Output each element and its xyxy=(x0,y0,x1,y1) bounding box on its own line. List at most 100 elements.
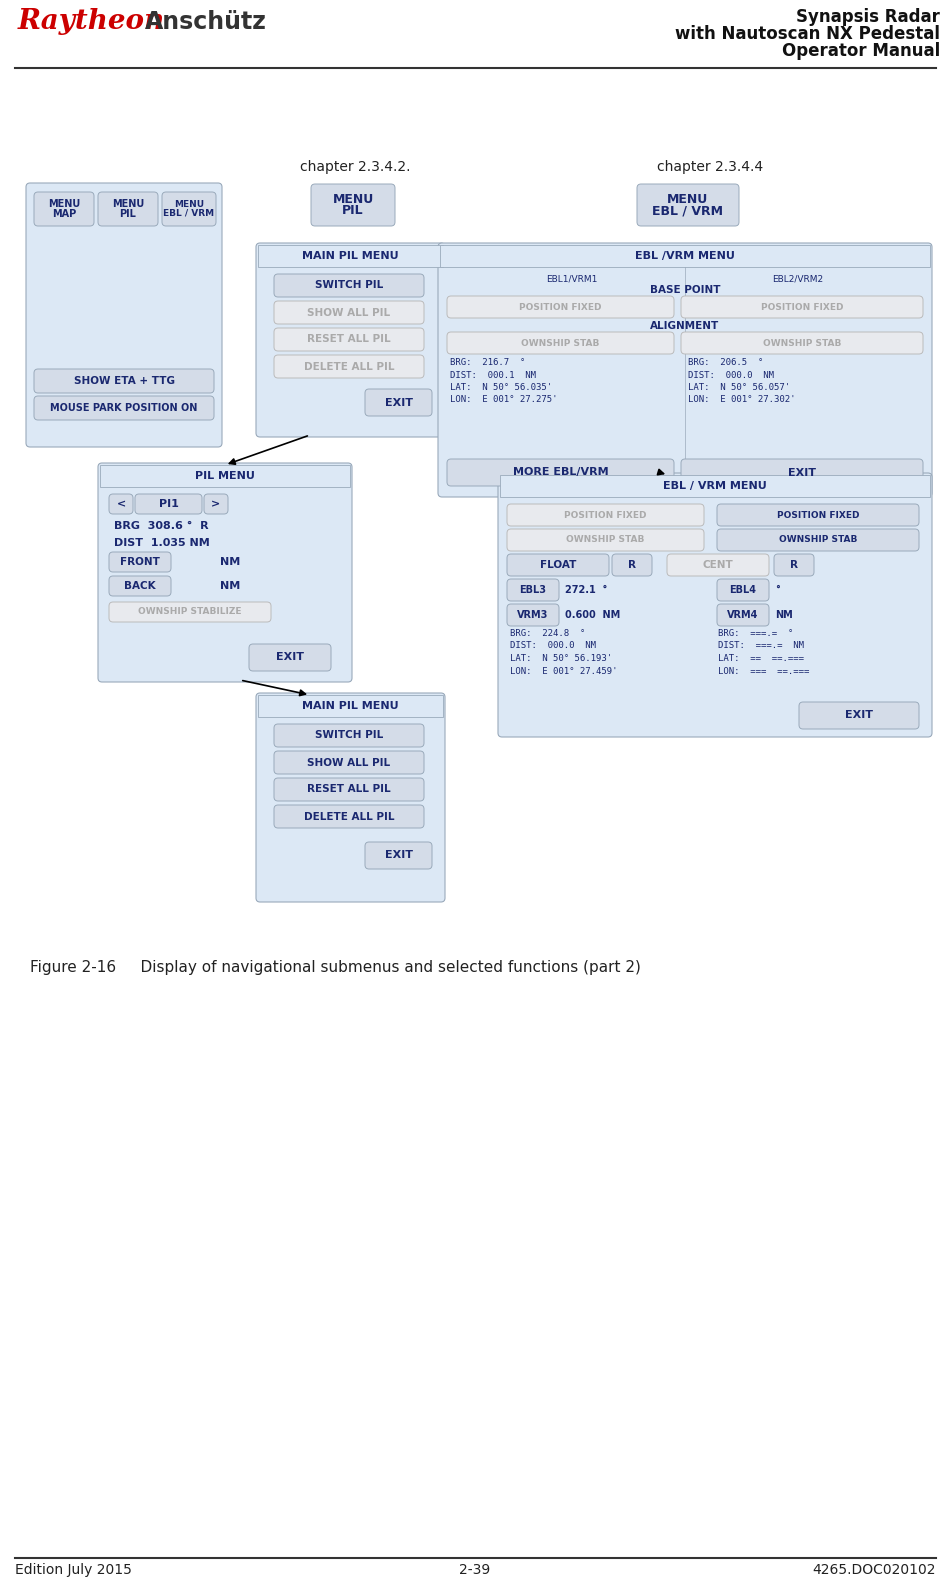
Text: OWNSHIP STAB: OWNSHIP STAB xyxy=(763,339,842,347)
Text: CENT: CENT xyxy=(703,560,733,570)
Text: R: R xyxy=(628,560,636,570)
FancyBboxPatch shape xyxy=(162,193,216,226)
Text: EBL / VRM: EBL / VRM xyxy=(164,208,215,218)
Text: PIL: PIL xyxy=(342,204,364,218)
Text: PI1: PI1 xyxy=(159,500,179,509)
FancyBboxPatch shape xyxy=(258,245,443,267)
FancyBboxPatch shape xyxy=(256,694,445,902)
Text: NM: NM xyxy=(775,609,793,620)
FancyBboxPatch shape xyxy=(681,296,923,318)
Text: BRG:  206.5  °
DIST:  000.0  NM
LAT:  N 50° 56.057'
LON:  E 001° 27.302': BRG: 206.5 ° DIST: 000.0 NM LAT: N 50° 5… xyxy=(688,358,795,404)
Text: <: < xyxy=(116,500,126,509)
FancyBboxPatch shape xyxy=(256,243,445,438)
Text: with Nautoscan NX Pedestal: with Nautoscan NX Pedestal xyxy=(675,25,940,43)
FancyBboxPatch shape xyxy=(717,504,919,527)
FancyBboxPatch shape xyxy=(249,644,331,671)
FancyBboxPatch shape xyxy=(204,493,228,514)
Text: OWNSHIP STAB: OWNSHIP STAB xyxy=(521,339,600,347)
Text: RESET ALL PIL: RESET ALL PIL xyxy=(307,334,391,345)
Text: MAIN PIL MENU: MAIN PIL MENU xyxy=(302,251,398,261)
FancyBboxPatch shape xyxy=(774,554,814,576)
FancyBboxPatch shape xyxy=(274,778,424,800)
Text: BRG:  224.8  °
DIST:  000.0  NM
LAT:  N 50° 56.193'
LON:  E 001° 27.459': BRG: 224.8 ° DIST: 000.0 NM LAT: N 50° 5… xyxy=(510,628,617,676)
FancyBboxPatch shape xyxy=(681,458,923,485)
Text: OWNSHIP STAB: OWNSHIP STAB xyxy=(779,536,857,544)
FancyBboxPatch shape xyxy=(438,243,932,496)
Text: MOUSE PARK POSITION ON: MOUSE PARK POSITION ON xyxy=(50,403,198,414)
Text: °: ° xyxy=(775,585,780,595)
Text: MENU: MENU xyxy=(668,193,708,205)
FancyBboxPatch shape xyxy=(667,554,769,576)
Text: Figure 2-16     Display of navigational submenus and selected functions (part 2): Figure 2-16 Display of navigational subm… xyxy=(30,959,641,975)
Text: POSITION FIXED: POSITION FIXED xyxy=(777,511,860,520)
Text: MAP: MAP xyxy=(52,208,76,218)
Text: 0.600  NM: 0.600 NM xyxy=(565,609,620,620)
Text: 2-39: 2-39 xyxy=(459,1562,491,1577)
Text: EXIT: EXIT xyxy=(845,711,873,721)
Text: EBL3: EBL3 xyxy=(519,585,547,595)
Text: EBL / VRM MENU: EBL / VRM MENU xyxy=(663,480,767,492)
FancyBboxPatch shape xyxy=(681,333,923,355)
FancyBboxPatch shape xyxy=(274,724,424,748)
Text: VRM3: VRM3 xyxy=(517,609,549,620)
FancyBboxPatch shape xyxy=(507,605,559,625)
FancyBboxPatch shape xyxy=(34,396,214,420)
FancyBboxPatch shape xyxy=(274,805,424,827)
Text: chapter 2.3.4.4: chapter 2.3.4.4 xyxy=(657,161,763,173)
FancyBboxPatch shape xyxy=(447,333,674,355)
Text: Operator Manual: Operator Manual xyxy=(782,41,940,60)
FancyBboxPatch shape xyxy=(274,328,424,352)
Text: EXIT: EXIT xyxy=(788,468,816,477)
Text: PIL: PIL xyxy=(120,208,136,218)
Text: FRONT: FRONT xyxy=(120,557,160,566)
FancyBboxPatch shape xyxy=(109,576,171,597)
FancyBboxPatch shape xyxy=(311,185,395,226)
FancyBboxPatch shape xyxy=(612,554,652,576)
Text: Synapsis Radar: Synapsis Radar xyxy=(796,8,940,25)
FancyBboxPatch shape xyxy=(507,579,559,601)
Text: VRM4: VRM4 xyxy=(728,609,759,620)
Text: MORE EBL/VRM: MORE EBL/VRM xyxy=(513,468,609,477)
Text: NM: NM xyxy=(220,557,241,566)
Text: MAIN PIL MENU: MAIN PIL MENU xyxy=(302,702,398,711)
FancyBboxPatch shape xyxy=(799,702,919,729)
Text: FLOAT: FLOAT xyxy=(540,560,576,570)
FancyBboxPatch shape xyxy=(274,355,424,379)
FancyBboxPatch shape xyxy=(507,528,704,550)
Text: EBL1/VRM1: EBL1/VRM1 xyxy=(547,275,598,285)
Text: BRG:  ===.=  °
DIST:  ===.=  NM
LAT:  ==  ==.===
LON:  ===  ==.===: BRG: ===.= ° DIST: ===.= NM LAT: == ==.=… xyxy=(718,628,809,676)
Text: SWITCH PIL: SWITCH PIL xyxy=(315,730,383,740)
Text: EBL2/VRM2: EBL2/VRM2 xyxy=(772,275,824,285)
Text: Edition July 2015: Edition July 2015 xyxy=(15,1562,132,1577)
Text: DELETE ALL PIL: DELETE ALL PIL xyxy=(303,361,395,372)
Text: BRG  308.6 °  R: BRG 308.6 ° R xyxy=(114,520,208,531)
Text: BASE POINT: BASE POINT xyxy=(650,285,720,294)
Text: MENU: MENU xyxy=(333,193,374,205)
Text: EXIT: EXIT xyxy=(276,652,304,662)
Text: 272.1  °: 272.1 ° xyxy=(565,585,608,595)
Text: >: > xyxy=(211,500,221,509)
Text: OWNSHIP STABILIZE: OWNSHIP STABILIZE xyxy=(138,608,242,616)
Text: BACK: BACK xyxy=(125,581,156,590)
FancyBboxPatch shape xyxy=(274,751,424,773)
FancyBboxPatch shape xyxy=(109,552,171,573)
Text: R: R xyxy=(790,560,798,570)
FancyBboxPatch shape xyxy=(500,476,930,496)
Text: SHOW ETA + TTG: SHOW ETA + TTG xyxy=(73,375,174,387)
Text: MENU: MENU xyxy=(112,199,145,210)
Text: OWNSHIP STAB: OWNSHIP STAB xyxy=(566,536,645,544)
FancyBboxPatch shape xyxy=(274,274,424,298)
FancyBboxPatch shape xyxy=(26,183,222,447)
FancyBboxPatch shape xyxy=(717,605,769,625)
FancyBboxPatch shape xyxy=(717,579,769,601)
Text: SWITCH PIL: SWITCH PIL xyxy=(315,280,383,291)
Text: NM: NM xyxy=(220,581,241,590)
FancyBboxPatch shape xyxy=(100,465,350,487)
Text: 4265.DOC020102: 4265.DOC020102 xyxy=(812,1562,936,1577)
Text: EBL /VRM MENU: EBL /VRM MENU xyxy=(635,251,735,261)
Text: MENU: MENU xyxy=(174,200,204,210)
FancyBboxPatch shape xyxy=(440,245,930,267)
Text: chapter 2.3.4.2.: chapter 2.3.4.2. xyxy=(300,161,410,173)
FancyBboxPatch shape xyxy=(717,528,919,550)
Text: DIST  1.035 NM: DIST 1.035 NM xyxy=(114,538,210,547)
